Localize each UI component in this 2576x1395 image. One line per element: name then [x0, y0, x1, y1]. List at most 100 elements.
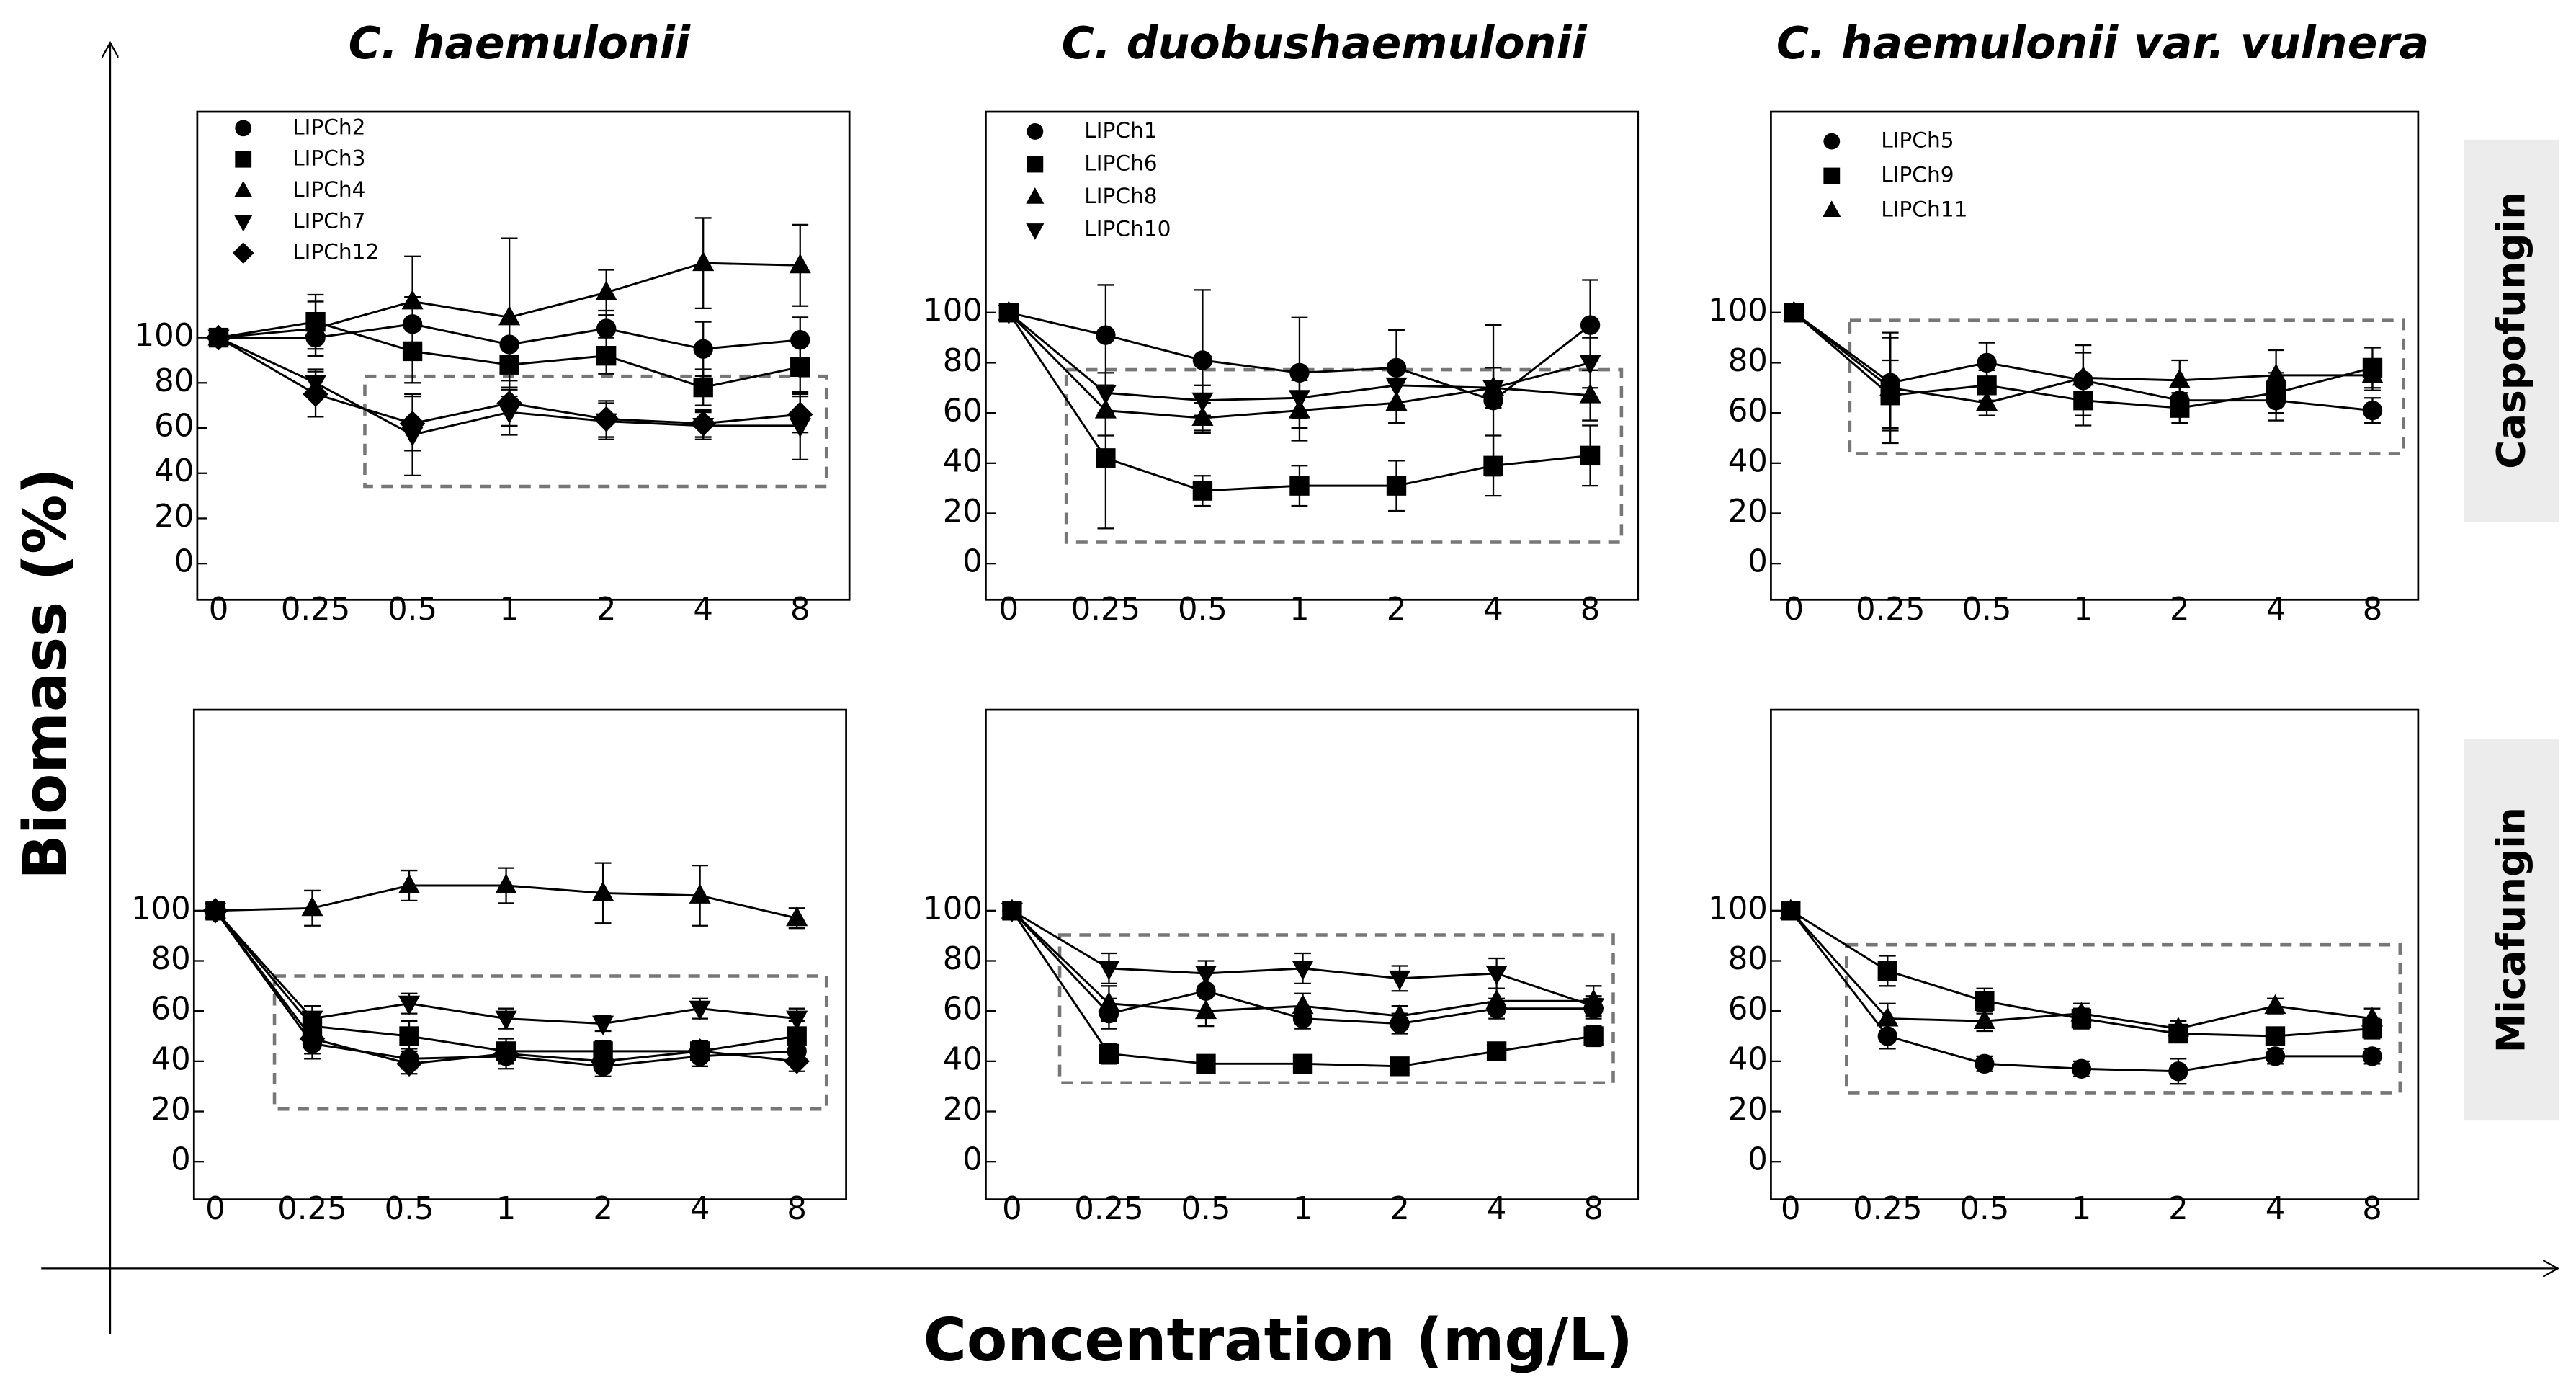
- point: [787, 401, 813, 427]
- point: [1783, 300, 1805, 321]
- point: [592, 881, 614, 901]
- point: [398, 873, 421, 893]
- x-tick-label: 1: [496, 1191, 516, 1227]
- legend-label: LIPCh10: [1084, 216, 1171, 241]
- y-tick-label: 100: [1708, 891, 1768, 927]
- x-tick-label: 8: [787, 1191, 807, 1227]
- x-tick-label: 4: [2266, 592, 2286, 628]
- y-tick-label: 20: [151, 1092, 191, 1128]
- point: [1579, 383, 1601, 404]
- x-tick-label: 2: [2168, 1191, 2188, 1227]
- x-tick-label: 4: [1487, 1191, 1507, 1227]
- point: [1580, 445, 1601, 466]
- point: [690, 410, 716, 437]
- x-tick-label: 0.5: [385, 1191, 434, 1227]
- y-tick-label: 100: [923, 293, 983, 329]
- point: [2265, 1026, 2286, 1046]
- point: [1192, 350, 1213, 370]
- y-tick-label: 0: [962, 544, 983, 580]
- x-tick-label: 0.5: [1181, 1191, 1231, 1227]
- point: [2264, 994, 2286, 1015]
- plot-frame: [1770, 708, 2420, 1201]
- y-tick-label: 20: [154, 499, 194, 535]
- y-tick-label: 100: [923, 891, 983, 927]
- point: [786, 906, 808, 927]
- point: [592, 1015, 614, 1036]
- point: [1877, 1007, 1899, 1027]
- y-tick-label: 60: [943, 393, 983, 429]
- point: [1779, 899, 1802, 919]
- point: [1976, 391, 1998, 411]
- point: [2362, 1046, 2382, 1066]
- highlight-box: [1848, 318, 2405, 455]
- x-tick-label: 4: [693, 592, 713, 628]
- point: [1390, 1056, 1410, 1077]
- x-tick-label: 0.25: [1071, 592, 1140, 628]
- point: [2072, 365, 2094, 386]
- point: [1192, 481, 1213, 501]
- point: [496, 390, 522, 416]
- point: [493, 1040, 519, 1067]
- point: [687, 1038, 713, 1064]
- legend-label: LIPCh4: [292, 177, 365, 202]
- x-tick-label: 0.25: [281, 592, 350, 628]
- y-tick-label: 20: [943, 1092, 983, 1128]
- x-tick-label: 1: [1289, 592, 1310, 628]
- point: [401, 290, 424, 310]
- point: [398, 995, 421, 1016]
- point: [689, 1000, 711, 1021]
- point: [1099, 1043, 1119, 1064]
- point: [2265, 1046, 2286, 1066]
- y-tick-label: 80: [1728, 343, 1768, 379]
- point: [692, 251, 715, 272]
- point: [689, 883, 711, 904]
- point: [1879, 375, 1902, 396]
- y-tick-label: 80: [1728, 941, 1768, 977]
- point: [1877, 1026, 1898, 1046]
- x-tick-label: 0.5: [1962, 592, 2012, 628]
- y-tick-label: 80: [943, 343, 983, 379]
- y-tick-label: 40: [1728, 1041, 1768, 1077]
- point: [595, 280, 617, 300]
- plot-frame: [985, 110, 1640, 601]
- plot-frame: [985, 708, 1640, 1201]
- x-tick-label: 1: [499, 592, 519, 628]
- x-tick-label: 2: [596, 592, 617, 628]
- y-tick-label: 60: [154, 409, 194, 445]
- point: [786, 1010, 808, 1031]
- x-tick-label: 2: [1390, 1191, 1410, 1227]
- point: [1386, 476, 1407, 496]
- point: [596, 318, 617, 339]
- y-tick-label: 80: [151, 941, 191, 977]
- point: [1096, 448, 1116, 468]
- legend-marker: [1027, 123, 1044, 140]
- point: [590, 1048, 616, 1074]
- point: [1096, 325, 1116, 345]
- x-tick-label: 1: [2072, 1191, 2092, 1227]
- y-tick-label: 100: [135, 318, 194, 354]
- point: [693, 377, 713, 398]
- column-title: C. duobushaemulonii: [1062, 17, 1588, 69]
- point: [1877, 961, 1898, 981]
- y-tick-label: 80: [154, 363, 194, 399]
- highlight-box: [1845, 942, 2402, 1095]
- legend-label: LIPCh8: [1084, 183, 1157, 208]
- point: [304, 316, 327, 337]
- point: [2361, 363, 2384, 383]
- point: [593, 406, 620, 432]
- x-tick-label: 0.25: [277, 1191, 346, 1227]
- y-tick-label: 20: [943, 494, 983, 530]
- legend-label: LIPCh3: [292, 146, 365, 171]
- y-tick-label: 60: [1728, 991, 1768, 1028]
- x-tick-label: 0: [1002, 1191, 1022, 1227]
- legend-label: LIPCh5: [1881, 128, 1954, 153]
- point: [789, 253, 811, 274]
- row-label-bg: [2464, 739, 2559, 1121]
- point: [1482, 380, 1505, 400]
- point: [2362, 400, 2383, 421]
- x-tick-label: 0: [999, 592, 1019, 628]
- row-label: Micafungin: [2487, 807, 2533, 1053]
- x-tick-label: 1: [1293, 1191, 1313, 1227]
- point: [1094, 385, 1117, 405]
